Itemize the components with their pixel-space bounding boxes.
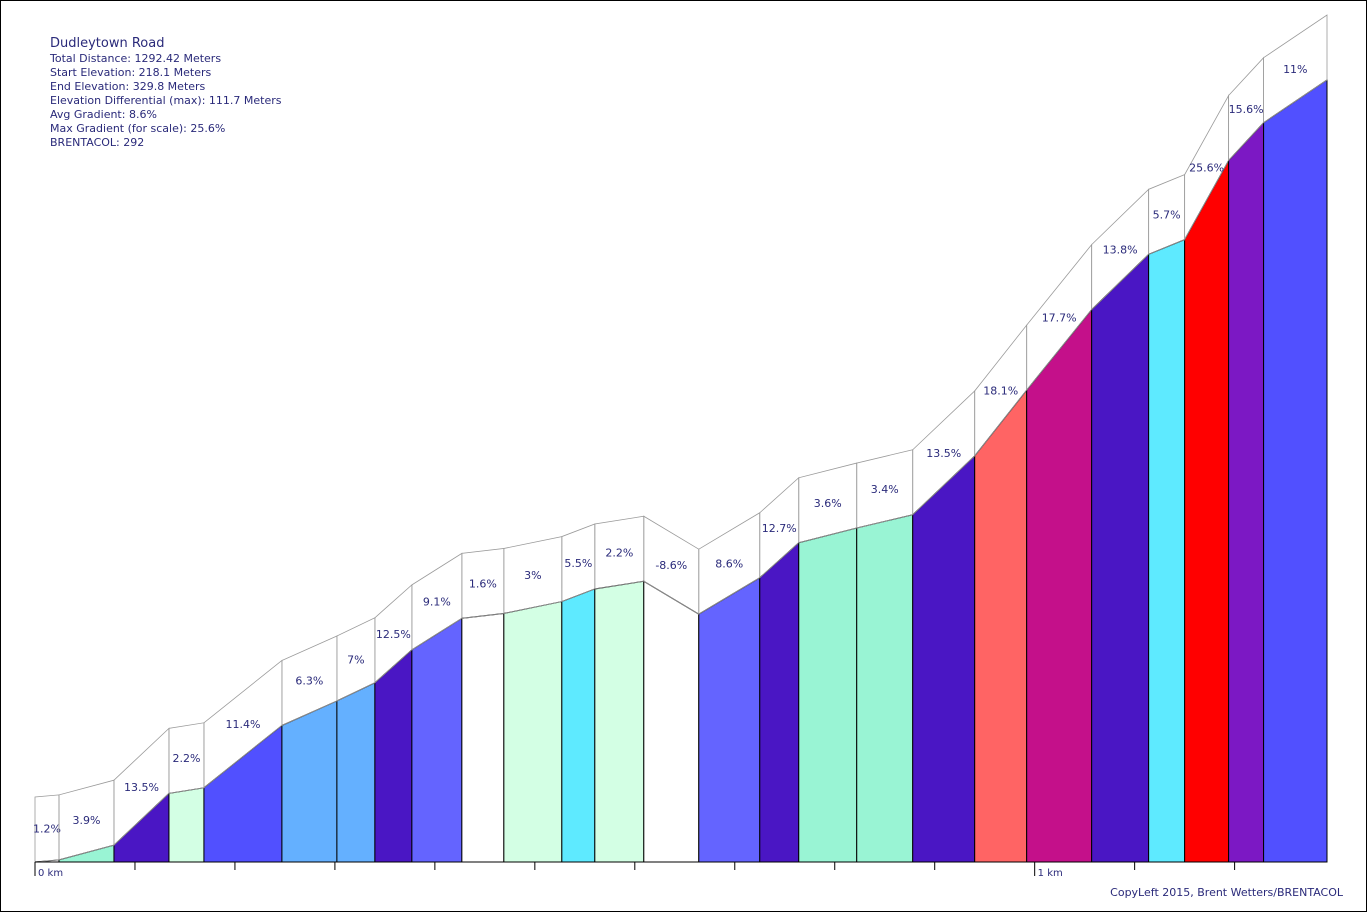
profile-segment (856, 514, 914, 863)
grade-label: 3.6% (814, 497, 842, 510)
grade-label: 3.9% (73, 814, 101, 827)
grade-label: 13.8% (1103, 243, 1138, 256)
profile-segment (912, 454, 976, 863)
profile-segment (759, 541, 800, 863)
profile-segment (643, 580, 700, 863)
grade-label: 3.4% (871, 483, 899, 496)
profile-segment (1091, 253, 1150, 863)
grade-label: 7% (347, 653, 364, 666)
copyleft-credit: CopyLeft 2015, Brent Wetters/BRENTACOL (1110, 886, 1343, 899)
profile-segment (698, 576, 761, 863)
profile-segment (1148, 238, 1186, 863)
x-tick-label: 1 km (1038, 868, 1063, 879)
grade-label: 11% (1283, 63, 1307, 76)
profile-segment (336, 681, 376, 863)
grade-label: -8.6% (655, 559, 687, 572)
grade-label: 8.6% (715, 557, 743, 570)
profile-segment (411, 617, 463, 863)
profile-segment (168, 787, 205, 863)
grade-label: 1.2% (33, 822, 61, 835)
avg-gradient: Avg Gradient: 8.6% (50, 108, 157, 121)
profile-segment (561, 588, 596, 863)
grade-label: 15.6% (1229, 103, 1264, 116)
grade-label: 13.5% (124, 781, 159, 794)
grade-label: 12.5% (376, 628, 411, 641)
brentacol-score: BRENTACOL: 292 (50, 136, 145, 149)
end-elevation: End Elevation: 329.8 Meters (50, 80, 206, 93)
profile-segment (113, 792, 170, 863)
grade-label: 6.3% (295, 675, 323, 688)
grade-label: 5.7% (1153, 208, 1181, 221)
profile-segment (461, 612, 505, 863)
grade-label: 2.2% (172, 752, 200, 765)
grade-label: 11.4% (225, 718, 260, 731)
grade-label: 5.5% (564, 557, 592, 570)
grade-label: 1.6% (469, 577, 497, 590)
grade-band (1263, 14, 1328, 124)
profile-segment (281, 700, 338, 863)
grade-label: 12.7% (762, 522, 797, 535)
max-gradient: Max Gradient (for scale): 25.6% (50, 122, 226, 135)
grade-label: 18.1% (983, 385, 1018, 398)
grade-label: 9.1% (423, 596, 451, 609)
profile-segment (1026, 308, 1093, 863)
chart-title: Dudleytown Road (50, 36, 165, 51)
route-info: Dudleytown Road Total Distance: 1292.42 … (50, 36, 281, 150)
total-distance: Total Distance: 1292.42 Meters (50, 52, 222, 65)
grade-label: 17.7% (1042, 311, 1077, 324)
profile-segment (1263, 79, 1328, 863)
grade-label: 2.2% (605, 547, 633, 560)
profile-segment (798, 527, 858, 863)
profile-segment (594, 580, 645, 863)
grade-label: 13.5% (926, 447, 961, 460)
profile-segment (1184, 158, 1230, 863)
elevation-differential: Elevation Differential (max): 111.7 Mete… (50, 94, 282, 107)
profile-segment (1228, 121, 1265, 863)
profile-segment (974, 388, 1028, 863)
profile-segment (203, 724, 283, 863)
profile-segment (374, 648, 413, 863)
x-tick-label: 0 km (38, 868, 63, 879)
grade-label: 25.6% (1189, 162, 1224, 175)
grade-label: 3% (524, 569, 541, 582)
start-elevation: Start Elevation: 218.1 Meters (50, 66, 212, 79)
profile-segment (503, 600, 563, 863)
